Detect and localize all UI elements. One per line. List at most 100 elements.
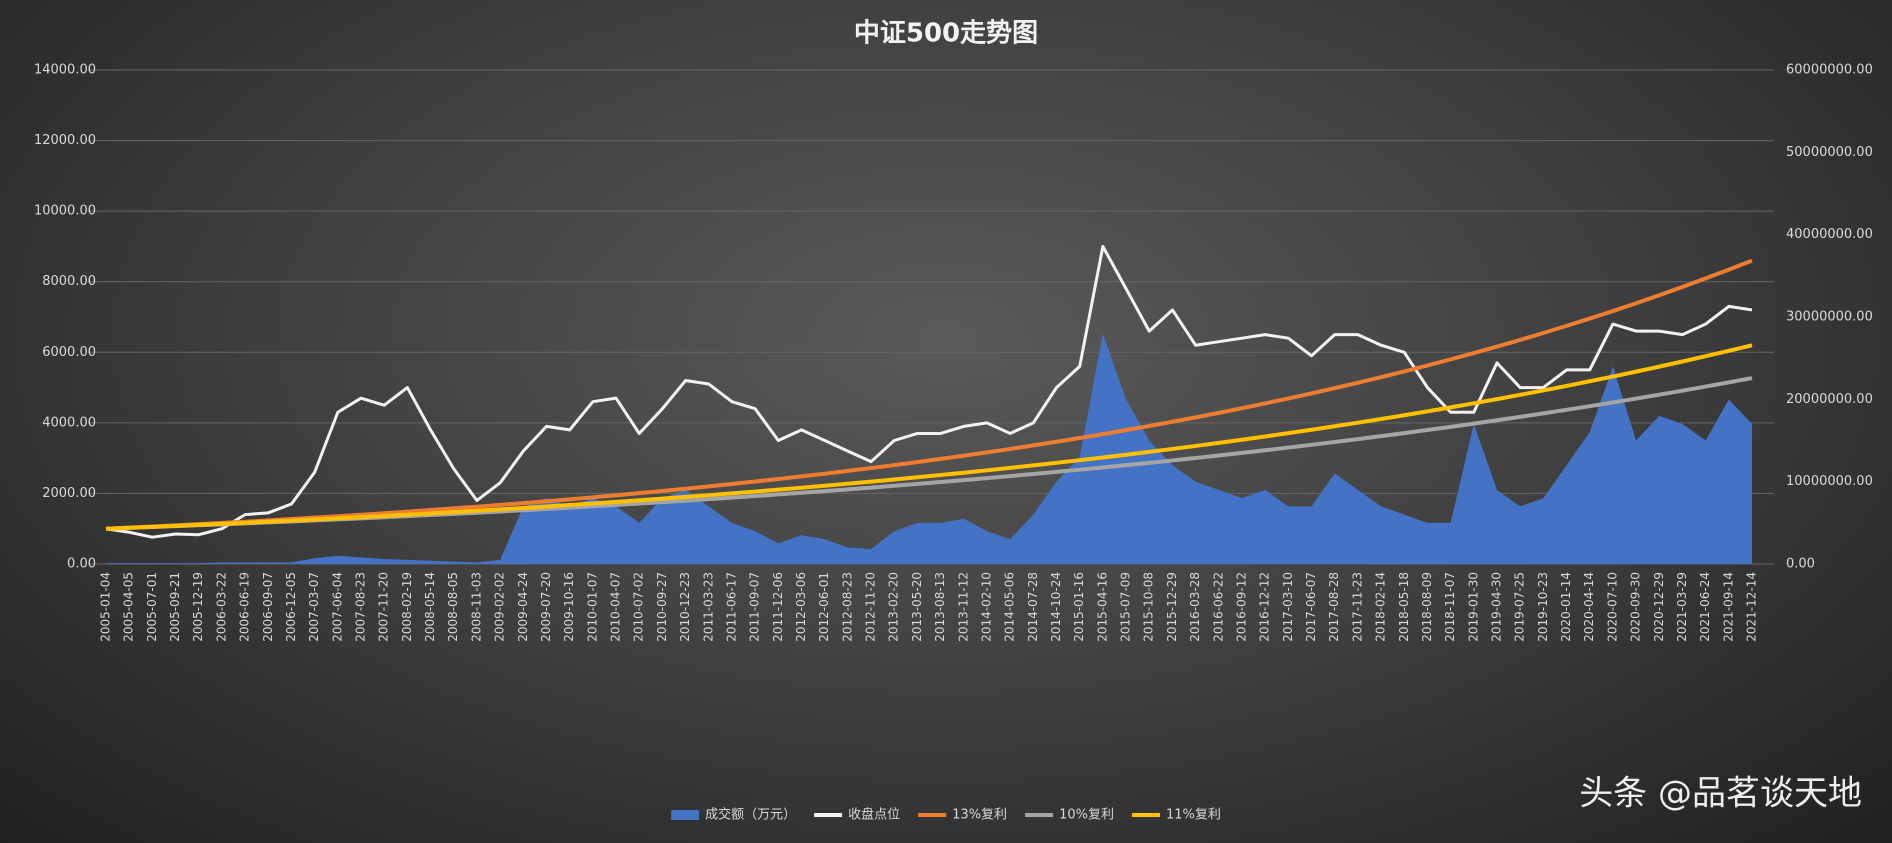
y-tick-label: 12000.00 — [34, 133, 96, 148]
x-tick-label: 2013-05-20 — [910, 572, 924, 642]
x-tick-label: 2006-12-05 — [284, 572, 298, 642]
x-tick-label: 2013-08-13 — [933, 572, 947, 642]
x-tick-label: 2011-09-07 — [748, 572, 762, 642]
x-tick-label: 2017-03-10 — [1281, 572, 1295, 642]
x-tick-label: 2017-08-28 — [1327, 572, 1341, 642]
legend-item: 10%复利 — [1025, 808, 1114, 823]
x-tick-label: 2019-07-25 — [1513, 572, 1527, 642]
legend-label: 收盘点位 — [848, 807, 900, 823]
chart-title: 中证500走势图 — [854, 19, 1038, 49]
legend-item: 成交额（万元） — [671, 807, 796, 823]
x-tick-label: 2014-10-24 — [1049, 572, 1063, 642]
x-tick-label: 2007-06-04 — [330, 572, 344, 642]
x-tick-label: 2013-02-20 — [887, 572, 901, 642]
x-tick-label: 2008-02-19 — [400, 572, 414, 642]
x-tick-label: 2014-02-10 — [979, 572, 993, 642]
legend-label: 10%复利 — [1059, 808, 1114, 823]
x-tick-label: 2020-07-10 — [1605, 572, 1619, 642]
x-tick-label: 2010-12-23 — [678, 572, 692, 642]
x-tick-label: 2015-04-16 — [1095, 572, 1109, 642]
x-tick-label: 2008-05-14 — [423, 572, 437, 642]
y2-tick-label: 30000000.00 — [1786, 310, 1873, 325]
y2-tick-label: 50000000.00 — [1786, 145, 1873, 160]
x-tick-label: 2016-03-28 — [1188, 572, 1202, 642]
x-tick-label: 2015-10-08 — [1142, 572, 1156, 642]
x-tick-label: 2005-07-01 — [145, 572, 159, 642]
series-line — [105, 343, 1753, 531]
x-tick-label: 2012-08-23 — [840, 572, 854, 642]
x-tick-label: 2006-09-07 — [261, 572, 275, 642]
x-tick-label: 2013-11-12 — [956, 572, 970, 642]
x-tick-label: 2016-12-12 — [1258, 572, 1272, 642]
legend-item: 13%复利 — [918, 808, 1007, 823]
x-tick-label: 2018-08-09 — [1420, 572, 1434, 642]
y2-tick-label: 0.00 — [1786, 557, 1815, 572]
watermark: 头条 @品茗谈天地 — [1579, 774, 1862, 814]
x-tick-label: 2020-04-14 — [1582, 572, 1596, 642]
x-tick-label: 2015-12-29 — [1165, 572, 1179, 642]
x-tick-label: 2011-03-23 — [701, 572, 715, 642]
x-tick-label: 2006-03-22 — [214, 572, 228, 642]
x-tick-label: 2005-01-04 — [99, 572, 113, 642]
x-tick-label: 2007-11-20 — [377, 572, 391, 642]
x-tick-label: 2021-03-29 — [1675, 572, 1689, 642]
x-tick-label: 2009-04-24 — [516, 572, 530, 642]
legend: 成交额（万元） 收盘点位 13%复利 10%复利 11%复利 — [671, 807, 1221, 823]
x-tick-label: 2007-08-23 — [354, 572, 368, 642]
legend-swatch — [671, 810, 700, 820]
x-tick-label: 2020-12-29 — [1652, 572, 1666, 642]
y-tick-label: 0.00 — [67, 557, 96, 572]
y-tick-label: 8000.00 — [42, 274, 96, 289]
x-tick-label: 2021-09-14 — [1721, 572, 1735, 642]
x-tick-label: 2010-01-07 — [585, 572, 599, 642]
x-tick-label: 2018-02-14 — [1374, 572, 1388, 642]
x-tick-label: 2010-04-07 — [609, 572, 623, 642]
x-tick-label: 2017-06-07 — [1304, 572, 1318, 642]
legend-label: 成交额（万元） — [705, 807, 796, 823]
x-tick-label: 2006-06-19 — [238, 572, 252, 642]
x-tick-label: 2009-07-20 — [539, 572, 553, 642]
x-tick-label: 2010-09-27 — [655, 572, 669, 642]
legend-item: 收盘点位 — [814, 807, 900, 823]
y-tick-label: 6000.00 — [42, 345, 96, 360]
legend-label: 13%复利 — [952, 808, 1007, 823]
x-tick-label: 2016-06-22 — [1211, 572, 1225, 642]
series-line — [105, 258, 1753, 531]
x-tick-label: 2018-11-07 — [1443, 572, 1457, 642]
x-tick-label: 2020-01-14 — [1559, 572, 1573, 642]
x-tick-label: 2021-06-24 — [1698, 572, 1712, 642]
x-tick-label: 2015-01-16 — [1072, 572, 1086, 642]
x-tick-label: 2018-05-18 — [1397, 572, 1411, 642]
x-tick-label: 2019-01-30 — [1466, 572, 1480, 642]
x-tick-label: 2012-03-06 — [794, 572, 808, 642]
x-tick-label: 2009-02-02 — [493, 572, 507, 642]
x-tick-label: 2015-07-09 — [1119, 572, 1133, 642]
x-tick-label: 2011-12-06 — [771, 572, 785, 642]
x-tick-label: 2005-09-21 — [168, 572, 182, 642]
y2-tick-label: 40000000.00 — [1786, 227, 1873, 242]
y2-tick-label: 60000000.00 — [1786, 63, 1873, 78]
legend-item: 11%复利 — [1131, 808, 1221, 823]
legend-label: 11%复利 — [1166, 808, 1221, 823]
x-tick-label: 2019-04-30 — [1489, 572, 1503, 642]
x-tick-label: 2005-04-05 — [122, 572, 136, 642]
x-tick-label: 2008-08-05 — [446, 572, 460, 642]
x-tick-label: 2019-10-23 — [1536, 572, 1550, 642]
x-tick-label: 2011-06-17 — [724, 572, 738, 642]
x-tick-label: 2010-07-02 — [632, 572, 646, 642]
x-tick-label: 2009-10-16 — [562, 572, 576, 642]
x-tick-label: 2007-03-07 — [307, 572, 321, 642]
y2-tick-label: 20000000.00 — [1786, 392, 1873, 407]
y2-tick-label: 10000000.00 — [1786, 474, 1873, 489]
y-tick-label: 4000.00 — [42, 415, 96, 430]
y-tick-label: 10000.00 — [34, 204, 96, 219]
x-tick-label: 2005-12-19 — [191, 572, 205, 642]
y-tick-label: 14000.00 — [34, 63, 96, 78]
x-tick-label: 2016-09-12 — [1234, 572, 1248, 642]
x-tick-label: 2014-07-28 — [1026, 572, 1040, 642]
y-tick-label: 2000.00 — [42, 486, 96, 501]
x-tick-label: 2021-12-14 — [1745, 572, 1759, 642]
x-tick-label: 2020-09-30 — [1629, 572, 1643, 642]
